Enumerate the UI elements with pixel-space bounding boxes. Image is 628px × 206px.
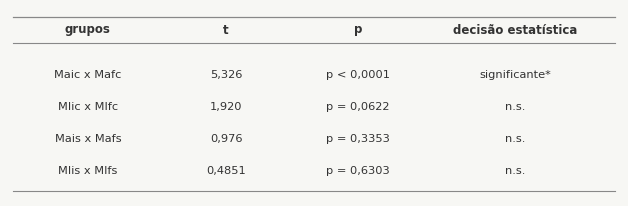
Text: significante*: significante*: [479, 70, 551, 80]
Text: decisão estatística: decisão estatística: [453, 23, 577, 36]
Text: n.s.: n.s.: [505, 133, 525, 143]
Text: 0,976: 0,976: [210, 133, 242, 143]
Text: 5,326: 5,326: [210, 70, 242, 80]
Text: Mais x Mafs: Mais x Mafs: [55, 133, 121, 143]
Text: n.s.: n.s.: [505, 165, 525, 175]
Text: Mlic x Mlfc: Mlic x Mlfc: [58, 102, 118, 111]
Text: t: t: [224, 23, 229, 36]
Text: 0,4851: 0,4851: [206, 165, 246, 175]
Text: p: p: [354, 23, 362, 36]
Text: Maic x Mafc: Maic x Mafc: [54, 70, 122, 80]
Text: p = 0,0622: p = 0,0622: [326, 102, 390, 111]
Text: p = 0,6303: p = 0,6303: [326, 165, 390, 175]
Text: Mlis x Mlfs: Mlis x Mlfs: [58, 165, 117, 175]
Text: n.s.: n.s.: [505, 102, 525, 111]
Text: p = 0,3353: p = 0,3353: [326, 133, 390, 143]
Text: 1,920: 1,920: [210, 102, 242, 111]
Text: grupos: grupos: [65, 23, 111, 36]
Text: p < 0,0001: p < 0,0001: [326, 70, 390, 80]
